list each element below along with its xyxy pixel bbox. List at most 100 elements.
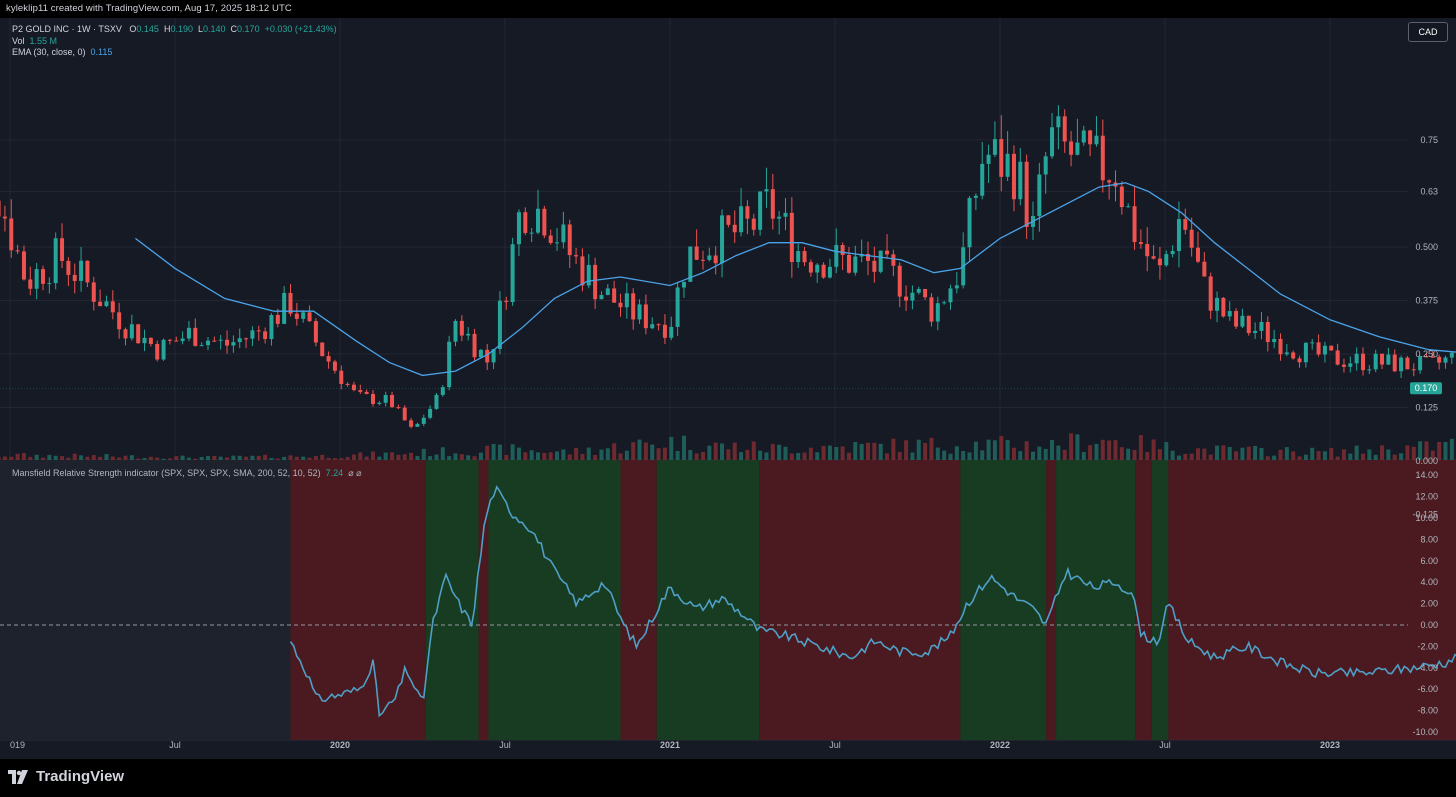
candle-body <box>1341 364 1346 367</box>
candle-body <box>1424 356 1429 358</box>
price-axis-label: 0.125 <box>1415 403 1438 413</box>
volume-bar <box>1107 440 1112 460</box>
candle-body <box>1278 338 1283 355</box>
rs-region-red <box>478 460 489 740</box>
volume-bar <box>707 445 712 460</box>
candle-body <box>726 215 731 225</box>
rs-axis-label: 0.00 <box>1420 620 1438 630</box>
time-axis-label: 2023 <box>1320 740 1340 750</box>
indicator-icons[interactable]: ⌀ ⌀ <box>348 468 362 478</box>
volume-bar <box>694 453 699 460</box>
volume-bar <box>307 457 312 460</box>
candle-body <box>117 312 122 330</box>
candle-body <box>1411 369 1416 371</box>
candle-body <box>872 260 877 272</box>
volume-bar <box>1164 441 1169 460</box>
rs-axis-label: 8.00 <box>1420 534 1438 544</box>
candle-body <box>409 420 414 427</box>
volume-bar <box>237 455 242 460</box>
volume-bar <box>53 455 58 460</box>
volume-bar <box>0 456 1 460</box>
volume-bar <box>485 445 490 460</box>
currency-button[interactable]: CAD <box>1408 22 1448 42</box>
volume-bar <box>1088 445 1093 460</box>
rs-background-regions <box>0 460 1456 740</box>
volume-bar <box>783 446 788 460</box>
price-axis-label: 0.500 <box>1415 242 1438 252</box>
ema-label[interactable]: EMA (30, close, 0) <box>12 47 86 57</box>
volume-bar <box>263 454 268 460</box>
volume-bar <box>41 457 45 460</box>
candle-body <box>1221 297 1226 317</box>
candle-body <box>129 324 134 339</box>
tradingview-logo[interactable]: TradingView <box>8 768 124 785</box>
chart-canvas[interactable]: 0.750.630.5000.3750.2500.1250.000-0.1251… <box>0 18 1456 759</box>
chart-area[interactable]: 0.75 0.63 0.500 0.375 0.250 0.125 0.000 -0.125 1… <box>0 18 1456 759</box>
candle-body <box>1050 127 1055 157</box>
candle-body <box>1405 357 1410 370</box>
candle-body <box>1024 161 1029 227</box>
volume-bar <box>1240 447 1245 460</box>
rs-region-green <box>488 460 621 740</box>
rs-axis-label: -6.00 <box>1417 684 1438 694</box>
symbol-name[interactable]: P2 GOLD INC · 1W · TSXV <box>12 24 122 34</box>
candle-body <box>66 260 71 275</box>
ema-line <box>135 182 1456 377</box>
candle-body <box>421 417 426 424</box>
time-axis-label: 2022 <box>990 740 1010 750</box>
candle-body <box>1322 345 1327 355</box>
volume-bar <box>1221 445 1226 460</box>
volume-bar <box>942 450 947 460</box>
volume-bar <box>720 443 725 460</box>
price-axis-label: 0.63 <box>1420 186 1438 196</box>
volume-bar <box>878 443 883 460</box>
candle-body <box>916 288 921 293</box>
volume-bar <box>21 453 26 460</box>
volume-bar <box>282 456 287 460</box>
candle-body <box>815 264 820 273</box>
candle-body <box>758 191 763 230</box>
price-axis-label: 0.375 <box>1415 296 1438 306</box>
volume-bar <box>1329 447 1334 460</box>
candle-body <box>853 256 858 273</box>
volume-bar <box>339 458 344 460</box>
volume-bar <box>675 451 680 460</box>
volume-bar <box>301 456 306 460</box>
indicator-name[interactable]: Mansfield Relative Strength indicator (S… <box>12 468 321 478</box>
volume-bar <box>834 447 839 460</box>
volume-bar <box>409 452 414 460</box>
volume-bar <box>123 455 128 460</box>
candle-body <box>567 224 572 256</box>
candle-body <box>123 329 128 339</box>
candle-body <box>47 283 52 285</box>
volume-bar <box>244 456 249 460</box>
candle-body <box>307 312 312 322</box>
volume-bar <box>275 458 280 460</box>
candle-body <box>21 251 26 280</box>
last-price-badge-text: 0.170 <box>1415 383 1438 393</box>
volume-bar <box>1405 445 1410 460</box>
volume-bar <box>1119 447 1124 460</box>
volume-bar <box>523 452 528 460</box>
candle-body <box>846 254 851 273</box>
volume-bar <box>1005 440 1010 460</box>
volume-bar <box>561 449 566 460</box>
volume-bar <box>923 442 928 460</box>
volume-bar <box>980 450 985 460</box>
volume-bar <box>358 452 363 460</box>
rs-axis-label: -10.00 <box>1412 727 1438 737</box>
volume-bar <box>764 452 769 460</box>
volume-bar <box>1291 451 1296 460</box>
candle-body <box>288 292 293 314</box>
candle-body <box>1227 311 1232 317</box>
candle-body <box>440 387 445 395</box>
candle-body <box>250 330 255 339</box>
volume-bar <box>1348 453 1353 460</box>
volume-bar <box>497 444 502 460</box>
candle-body <box>1088 130 1093 145</box>
volume-bar <box>60 456 65 460</box>
volume-bar <box>199 456 204 460</box>
volume-value: 1.55 M <box>29 36 58 46</box>
candle-body <box>225 339 230 346</box>
candle-body <box>72 274 77 281</box>
